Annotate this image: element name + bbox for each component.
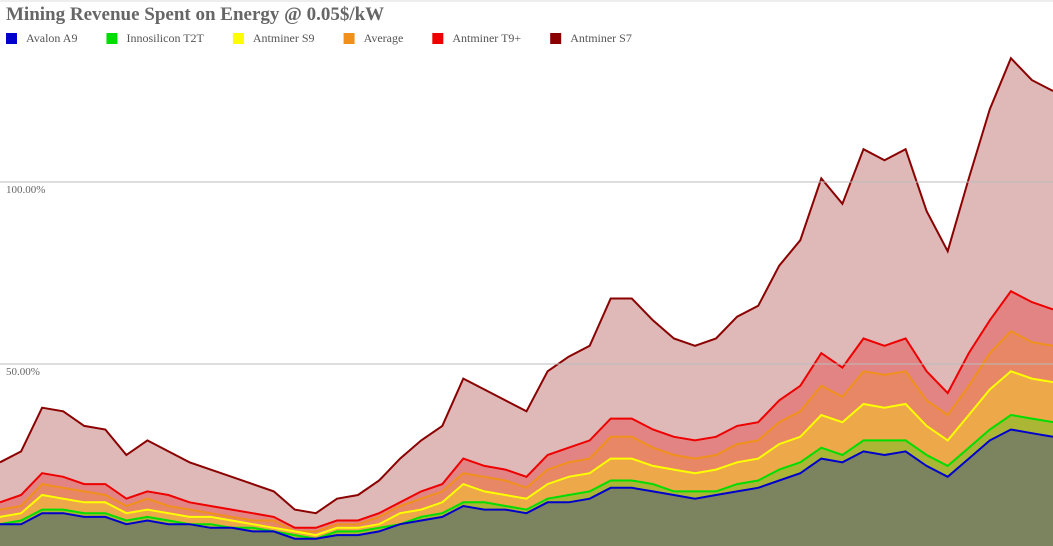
legend-swatch [232, 33, 244, 44]
series-line [0, 56, 1053, 515]
chart-title: Mining Revenue Spent on Energy @ 0.05$/k… [6, 4, 384, 25]
area-fill [0, 331, 1053, 546]
legend-item: Antminer S7 [550, 31, 632, 45]
series-line [0, 428, 1053, 540]
area-fill [0, 371, 1053, 546]
area-fill [0, 415, 1053, 546]
area-fill [0, 429, 1053, 546]
legend-item: Average [343, 31, 404, 45]
area-fill [0, 58, 1053, 546]
area-fill [0, 291, 1053, 546]
legend-label: Antminer S7 [570, 31, 632, 45]
series-line [0, 289, 1053, 529]
legend-swatch [343, 33, 355, 44]
legend-swatch [432, 33, 444, 44]
series-line [0, 370, 1053, 537]
legend-label: Average [364, 31, 404, 45]
legend-item: Antminer S9 [232, 31, 315, 45]
legend-label: Antminer T9+ [452, 31, 521, 45]
legend-swatch [550, 33, 562, 44]
legend-swatch [6, 33, 17, 44]
legend-swatch [106, 33, 118, 44]
series-line [0, 413, 1053, 540]
y-tick-label: 100.00% [6, 184, 45, 196]
y-tick-label: 50.00% [6, 366, 40, 378]
legend-label: Innosilicon T2T [126, 31, 204, 45]
legend-label: Avalon A9 [26, 31, 77, 45]
legend-label: Antminer S9 [253, 31, 315, 45]
legend-item: Avalon A9 [6, 31, 77, 45]
legend-item: Antminer T9+ [432, 31, 521, 45]
series-line [0, 329, 1053, 533]
legend-item: Innosilicon T2T [106, 31, 205, 45]
